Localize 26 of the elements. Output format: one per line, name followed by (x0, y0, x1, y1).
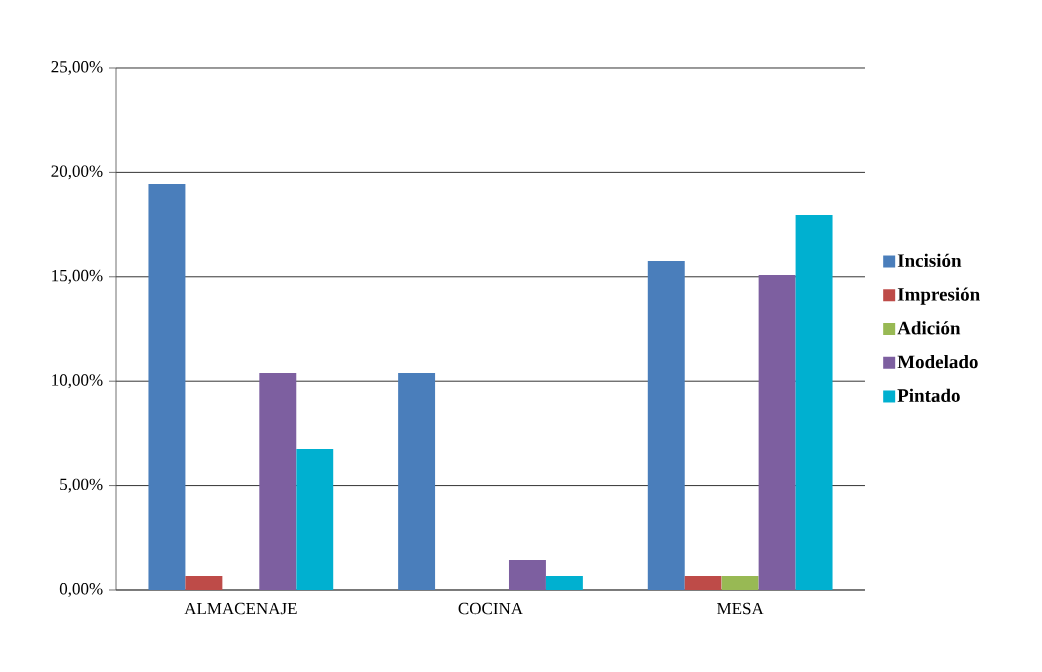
bar (795, 214, 833, 590)
bar (508, 559, 546, 590)
y-tick-label: 5,00% (60, 478, 103, 493)
x-tick-label: ALMACENAJE (184, 602, 297, 615)
bar (684, 576, 722, 590)
y-tick-label: 0,00% (59, 583, 103, 597)
bar (185, 576, 223, 590)
bar (296, 449, 334, 590)
bar (398, 373, 436, 590)
bar (758, 274, 796, 590)
legend-label: Pintado (897, 388, 960, 402)
x-tick-label: COCINA (458, 602, 523, 615)
legend-label: Impresión (897, 287, 980, 305)
bar (721, 576, 759, 590)
x-tick-label: MESA (717, 602, 764, 615)
y-tick-label: 10,00% (52, 374, 103, 389)
legend-label: Modelado (897, 354, 978, 369)
legend-label: Incisión (897, 253, 962, 268)
bar (647, 260, 685, 590)
y-tick-label: 25,00% (51, 61, 103, 75)
y-tick-label: 15,00% (52, 269, 103, 284)
y-tick-label: 20,00% (51, 165, 103, 180)
bar (545, 576, 583, 590)
legend-label: Adición (897, 321, 961, 335)
bar (259, 373, 297, 590)
bar (148, 184, 186, 590)
